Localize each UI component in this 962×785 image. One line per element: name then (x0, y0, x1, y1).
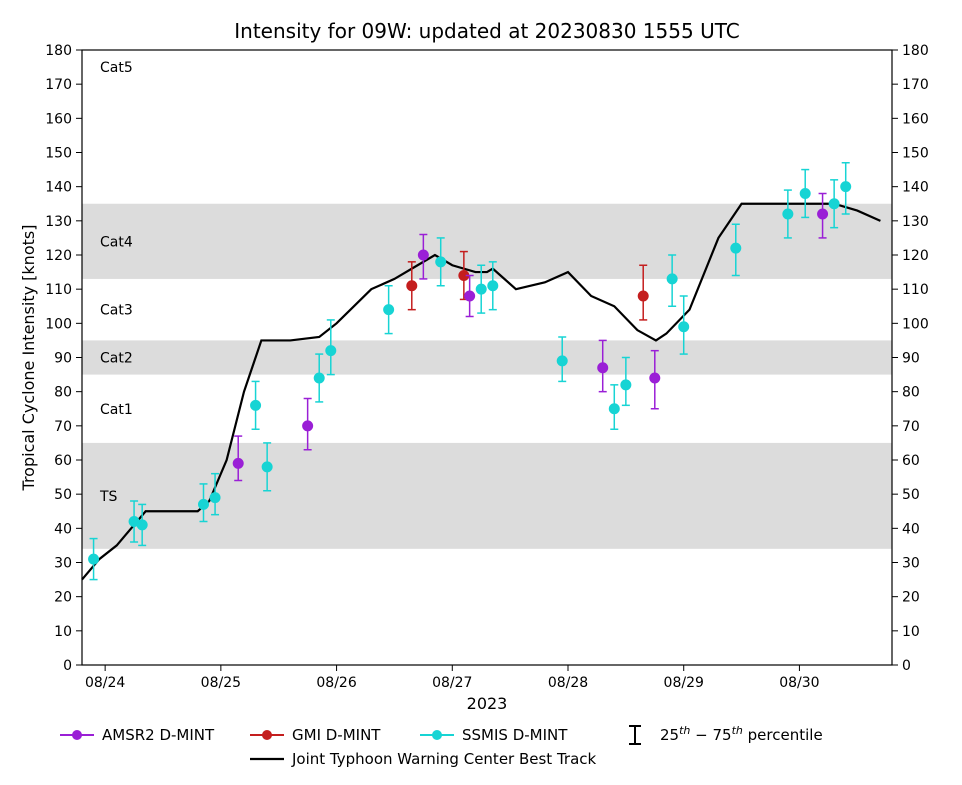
ssmis-marker (476, 284, 486, 294)
ytick-label: 90 (54, 351, 72, 367)
ssmis-marker (841, 182, 851, 192)
ytick-label-right: 50 (902, 487, 920, 503)
ytick-label-right: 40 (902, 521, 920, 537)
ytick-label: 180 (45, 43, 72, 59)
ytick-label-right: 120 (902, 248, 929, 264)
ytick-label: 20 (54, 590, 72, 606)
xtick-label: 08/27 (432, 675, 472, 691)
ssmis-marker (488, 281, 498, 291)
category-label-cat4: Cat4 (100, 234, 133, 250)
category-label-cat3: Cat3 (100, 303, 133, 319)
ytick-label: 170 (45, 77, 72, 93)
ssmis-marker (436, 257, 446, 267)
ssmis-marker (829, 199, 839, 209)
category-label-cat5: Cat5 (100, 60, 133, 76)
legend-gmi-label: GMI D-MINT (292, 726, 381, 744)
ssmis-marker (667, 274, 677, 284)
ytick-label-right: 90 (902, 351, 920, 367)
ssmis-marker (251, 400, 261, 410)
amsr2-marker (418, 250, 428, 260)
ytick-label-right: 130 (902, 214, 929, 230)
ytick-label-right: 70 (902, 419, 920, 435)
ytick-label-right: 100 (902, 316, 929, 332)
ytick-label-right: 150 (902, 146, 929, 162)
amsr2-marker (233, 458, 243, 468)
ytick-label: 100 (45, 316, 72, 332)
xtick-label: 08/29 (664, 675, 704, 691)
ytick-label: 10 (54, 624, 72, 640)
ytick-label-right: 60 (902, 453, 920, 469)
ssmis-marker (262, 462, 272, 472)
ytick-label: 140 (45, 180, 72, 196)
ytick-label-right: 30 (902, 556, 920, 572)
y-axis-label: Tropical Cyclone Intensity [knots] (19, 225, 38, 492)
x-axis-label: 2023 (467, 694, 508, 713)
ytick-label: 130 (45, 214, 72, 230)
legend-gmi-marker (262, 730, 272, 740)
chart-title: Intensity for 09W: updated at 20230830 1… (234, 19, 739, 43)
category-band-cat4 (82, 204, 892, 279)
legend-ssmis-label: SSMIS D-MINT (462, 726, 568, 744)
amsr2-marker (303, 421, 313, 431)
ssmis-marker (679, 322, 689, 332)
ytick-label-right: 180 (902, 43, 929, 59)
ssmis-marker (210, 493, 220, 503)
gmi-marker (638, 291, 648, 301)
ssmis-marker (621, 380, 631, 390)
ytick-label-right: 80 (902, 385, 920, 401)
category-label-cat1: Cat1 (100, 402, 133, 418)
amsr2-marker (598, 363, 608, 373)
ssmis-marker (557, 356, 567, 366)
ytick-label-right: 160 (902, 111, 929, 127)
ytick-label: 120 (45, 248, 72, 264)
ytick-label: 60 (54, 453, 72, 469)
ssmis-marker (783, 209, 793, 219)
ytick-label: 160 (45, 111, 72, 127)
ytick-label: 50 (54, 487, 72, 503)
legend-percentile-label: 25th − 75th percentile (660, 724, 823, 745)
intensity-chart: TS Cat1 Cat2 Cat3 Cat4 Cat5 0 0 10 10 20 20 30 30 40 40… (10, 10, 952, 775)
ssmis-marker (314, 373, 324, 383)
ytick-label-right: 140 (902, 180, 929, 196)
xtick-label: 08/24 (85, 675, 125, 691)
ytick-label: 110 (45, 282, 72, 298)
xtick-label: 08/26 (316, 675, 356, 691)
ytick-label-right: 20 (902, 590, 920, 606)
legend-amsr2-label: AMSR2 D-MINT (102, 726, 215, 744)
ytick-label: 150 (45, 146, 72, 162)
category-label-ts: TS (99, 489, 118, 505)
amsr2-marker (650, 373, 660, 383)
legend-ssmis-marker (432, 730, 442, 740)
ytick-label-right: 110 (902, 282, 929, 298)
ssmis-marker (384, 305, 394, 315)
legend-besttrack-label: Joint Typhoon Warning Center Best Track (291, 750, 597, 768)
gmi-marker (407, 281, 417, 291)
ssmis-marker (800, 189, 810, 199)
ssmis-marker (199, 499, 209, 509)
ytick-label-right: 170 (902, 77, 929, 93)
ssmis-marker (89, 554, 99, 564)
ytick-label: 70 (54, 419, 72, 435)
ytick-label: 30 (54, 556, 72, 572)
ssmis-marker (609, 404, 619, 414)
category-label-cat2: Cat2 (100, 351, 133, 367)
amsr2-marker (465, 291, 475, 301)
chart-container: TS Cat1 Cat2 Cat3 Cat4 Cat5 0 0 10 10 20 20 30 30 40 40… (10, 10, 952, 775)
legend-amsr2-marker (72, 730, 82, 740)
xtick-label: 08/30 (779, 675, 819, 691)
amsr2-marker (818, 209, 828, 219)
ytick-label: 80 (54, 385, 72, 401)
xtick-label: 08/28 (548, 675, 588, 691)
ytick-label-right: 10 (902, 624, 920, 640)
ytick-label-right: 0 (902, 658, 911, 674)
ssmis-marker (731, 243, 741, 253)
xtick-label: 08/25 (201, 675, 241, 691)
ssmis-marker (137, 520, 147, 530)
category-band-cat2 (82, 340, 892, 374)
ytick-label: 0 (63, 658, 72, 674)
ssmis-marker (326, 346, 336, 356)
ytick-label: 40 (54, 521, 72, 537)
